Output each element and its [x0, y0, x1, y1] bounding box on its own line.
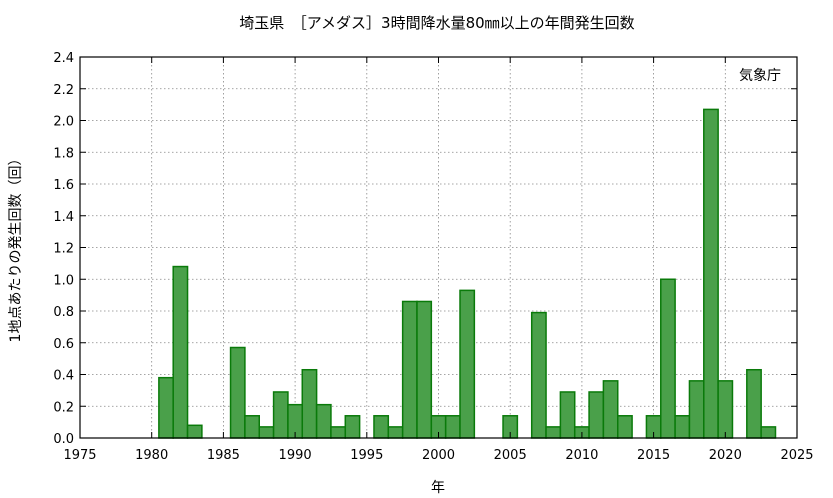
bar-2016 — [660, 278, 676, 439]
x-tick-label: 2015 — [637, 448, 670, 463]
bar-2023 — [760, 426, 777, 439]
y-tick-label: 2.4 — [53, 51, 74, 66]
bar-2007 — [530, 311, 547, 439]
x-axis-label: 年 — [431, 480, 445, 496]
y-tick-label: 0.4 — [53, 369, 74, 384]
y-tick-label: 0.6 — [53, 337, 74, 352]
x-tick-label: 1975 — [63, 448, 96, 463]
bar-1999 — [416, 300, 433, 439]
x-tick-label: 1980 — [135, 448, 168, 463]
bar-1991 — [301, 368, 318, 439]
bar-1987 — [244, 415, 261, 439]
y-tick-label: 1.8 — [53, 146, 74, 161]
bar-2002 — [459, 289, 476, 439]
y-tick-label: 0.0 — [53, 432, 74, 447]
y-tick-label: 1.6 — [53, 178, 74, 193]
bar-1982 — [172, 265, 189, 439]
x-tick-label: 2005 — [494, 448, 527, 463]
y-tick-label: 2.2 — [53, 83, 74, 98]
y-axis-label: 1地点あたりの発生回数（回） — [8, 152, 24, 343]
y-tick-label: 1.2 — [53, 242, 74, 257]
x-tick-label: 1995 — [350, 448, 383, 463]
bar-2008 — [545, 426, 562, 439]
bar-2012 — [602, 380, 619, 439]
x-tick-label: 1990 — [279, 448, 312, 463]
bar-1997 — [387, 426, 404, 439]
bar-2020 — [717, 380, 734, 439]
bars — [158, 108, 777, 439]
bar-1993 — [330, 426, 347, 439]
x-tick-label: 2025 — [780, 448, 813, 463]
bar-1983 — [186, 424, 203, 439]
axis-ticks: 0.0 0.2 0.4 0.6 0.8 1.0 1.2 1.4 1.6 1.8 2.0 2.2 2.4 1… — [53, 51, 813, 463]
bar-2022 — [746, 368, 762, 439]
source-note: 気象庁 — [739, 68, 781, 84]
bar-1988 — [258, 426, 275, 439]
bar-1992 — [315, 403, 332, 439]
bar-2018 — [688, 380, 705, 439]
bar-2019 — [703, 108, 719, 439]
bar-2013 — [617, 415, 633, 439]
chart-title: 埼玉県 ［アメダス］3時間降水量80㎜以上の年間発生回数 — [239, 14, 634, 32]
x-tick-label: 2020 — [709, 448, 742, 463]
y-tick-label: 2.0 — [53, 115, 74, 130]
bar-1996 — [373, 415, 390, 439]
bar-2001 — [444, 415, 461, 439]
bar-2017 — [674, 415, 691, 439]
bar-1994 — [344, 415, 361, 439]
bar-2009 — [559, 391, 576, 439]
bar-1981 — [158, 376, 174, 439]
y-tick-label: 1.4 — [53, 210, 74, 225]
grid — [80, 57, 797, 438]
y-tick-label: 0.8 — [53, 305, 74, 320]
y-tick-label: 0.2 — [53, 400, 74, 415]
y-tick-label: 1.0 — [53, 273, 74, 288]
bar-1998 — [401, 300, 418, 439]
bar-1989 — [272, 391, 289, 439]
bar-1986 — [229, 346, 246, 439]
x-tick-label: 2010 — [565, 448, 598, 463]
x-tick-label: 2000 — [422, 448, 455, 463]
bar-2011 — [588, 391, 605, 439]
x-tick-label: 1985 — [207, 448, 240, 463]
